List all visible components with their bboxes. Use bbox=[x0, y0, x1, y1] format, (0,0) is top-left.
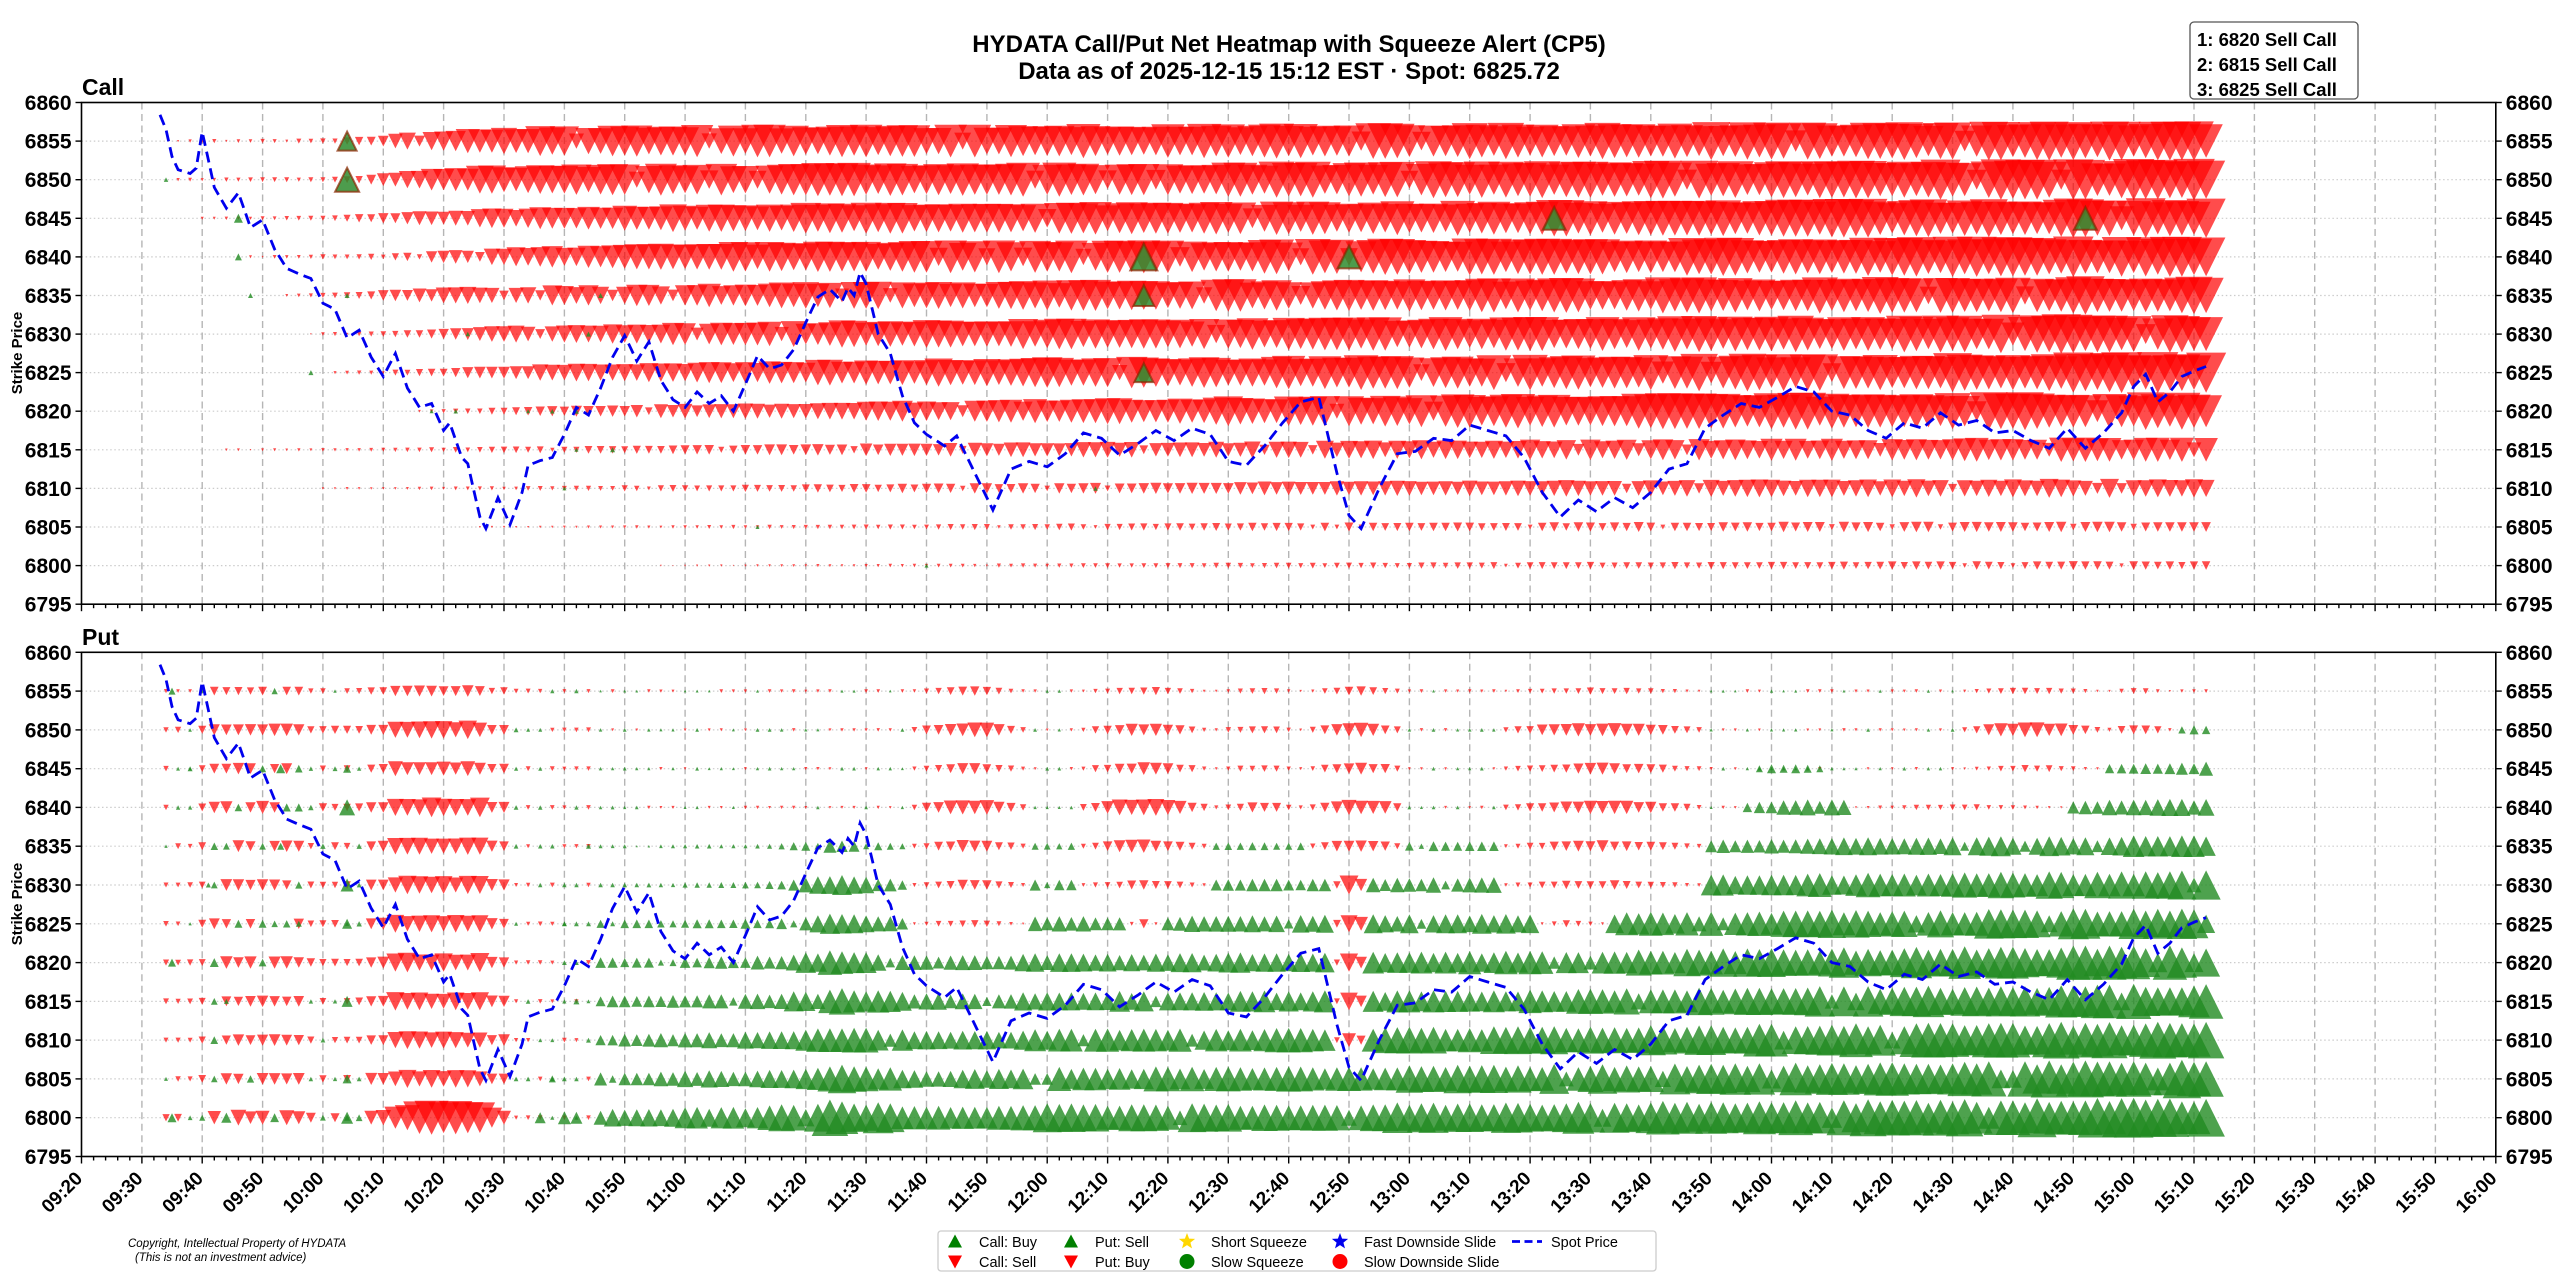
svg-text:6855: 6855 bbox=[25, 681, 72, 704]
svg-text:6835: 6835 bbox=[2506, 285, 2553, 308]
svg-text:6840: 6840 bbox=[2506, 797, 2553, 820]
svg-text:6805: 6805 bbox=[2506, 517, 2553, 540]
svg-text:6810: 6810 bbox=[25, 1030, 72, 1053]
svg-text:Short Squeeze: Short Squeeze bbox=[1211, 1235, 1307, 1251]
svg-text:Put: Sell: Put: Sell bbox=[1095, 1235, 1149, 1251]
svg-text:Slow Downside Slide: Slow Downside Slide bbox=[1364, 1255, 1499, 1271]
svg-text:6825: 6825 bbox=[2506, 362, 2553, 385]
svg-text:6840: 6840 bbox=[25, 797, 72, 820]
svg-text:6845: 6845 bbox=[25, 758, 72, 781]
svg-text:6855: 6855 bbox=[2506, 131, 2553, 154]
svg-text:6855: 6855 bbox=[2506, 681, 2553, 704]
svg-text:6815: 6815 bbox=[25, 991, 72, 1014]
svg-text:Strike Price: Strike Price bbox=[9, 312, 26, 395]
svg-text:6835: 6835 bbox=[2506, 836, 2553, 859]
svg-text:6805: 6805 bbox=[25, 517, 72, 540]
svg-text:6860: 6860 bbox=[2506, 642, 2553, 665]
svg-text:6835: 6835 bbox=[25, 836, 72, 859]
svg-text:6835: 6835 bbox=[25, 285, 72, 308]
svg-text:6815: 6815 bbox=[25, 439, 72, 462]
svg-text:6860: 6860 bbox=[25, 92, 72, 115]
svg-text:(This is not an investment adv: (This is not an investment advice) bbox=[135, 1252, 306, 1264]
svg-text:6810: 6810 bbox=[25, 478, 72, 501]
svg-text:Put: Put bbox=[82, 624, 119, 650]
svg-text:6800: 6800 bbox=[25, 555, 72, 578]
svg-text:6845: 6845 bbox=[2506, 758, 2553, 781]
svg-text:6795: 6795 bbox=[25, 1146, 72, 1169]
svg-text:Data as of 2025-12-15 15:12 ES: Data as of 2025-12-15 15:12 EST · Spot: … bbox=[1018, 58, 1560, 85]
svg-text:Fast Downside Slide: Fast Downside Slide bbox=[1364, 1235, 1496, 1251]
svg-text:6800: 6800 bbox=[2506, 1107, 2553, 1130]
svg-text:6805: 6805 bbox=[2506, 1068, 2553, 1091]
svg-text:6800: 6800 bbox=[2506, 555, 2553, 578]
svg-text:6825: 6825 bbox=[25, 362, 72, 385]
svg-text:6830: 6830 bbox=[2506, 875, 2553, 898]
svg-text:3: 6825 Sell Call: 3: 6825 Sell Call bbox=[2197, 79, 2337, 100]
svg-text:Strike Price: Strike Price bbox=[9, 863, 26, 946]
svg-text:6815: 6815 bbox=[2506, 991, 2553, 1014]
svg-text:6825: 6825 bbox=[25, 913, 72, 936]
svg-text:6795: 6795 bbox=[2506, 1146, 2553, 1169]
svg-text:6810: 6810 bbox=[2506, 1030, 2553, 1053]
svg-text:6840: 6840 bbox=[25, 246, 72, 269]
svg-text:Slow Squeeze: Slow Squeeze bbox=[1211, 1255, 1304, 1271]
svg-text:6820: 6820 bbox=[2506, 401, 2553, 424]
svg-text:Call: Sell: Call: Sell bbox=[979, 1255, 1036, 1271]
svg-text:Spot Price: Spot Price bbox=[1551, 1235, 1618, 1251]
svg-text:6825: 6825 bbox=[2506, 913, 2553, 936]
svg-text:6850: 6850 bbox=[2506, 719, 2553, 742]
svg-text:6800: 6800 bbox=[25, 1107, 72, 1130]
svg-text:6830: 6830 bbox=[25, 875, 72, 898]
svg-text:6830: 6830 bbox=[2506, 324, 2553, 347]
svg-text:Call: Call bbox=[82, 74, 124, 100]
svg-text:6820: 6820 bbox=[2506, 952, 2553, 975]
svg-text:2: 6815 Sell Call: 2: 6815 Sell Call bbox=[2197, 54, 2337, 75]
svg-text:6830: 6830 bbox=[25, 324, 72, 347]
svg-text:6820: 6820 bbox=[25, 952, 72, 975]
svg-text:6795: 6795 bbox=[25, 594, 72, 617]
svg-text:6805: 6805 bbox=[25, 1068, 72, 1091]
svg-text:6815: 6815 bbox=[2506, 439, 2553, 462]
svg-text:6820: 6820 bbox=[25, 401, 72, 424]
svg-text:6850: 6850 bbox=[2506, 169, 2553, 192]
svg-text:6795: 6795 bbox=[2506, 594, 2553, 617]
svg-text:6810: 6810 bbox=[2506, 478, 2553, 501]
svg-text:Copyright, Intellectual Proper: Copyright, Intellectual Property of HYDA… bbox=[128, 1238, 346, 1250]
svg-text:Put: Buy: Put: Buy bbox=[1095, 1255, 1151, 1271]
svg-text:Call: Buy: Call: Buy bbox=[979, 1235, 1038, 1251]
svg-text:1: 6820 Sell Call: 1: 6820 Sell Call bbox=[2197, 29, 2337, 50]
svg-text:6850: 6850 bbox=[25, 169, 72, 192]
svg-text:HYDATA Call/Put Net Heatmap wi: HYDATA Call/Put Net Heatmap with Squeeze… bbox=[972, 31, 1605, 58]
svg-text:6860: 6860 bbox=[2506, 92, 2553, 115]
svg-text:6855: 6855 bbox=[25, 131, 72, 154]
svg-text:6840: 6840 bbox=[2506, 246, 2553, 269]
svg-text:6860: 6860 bbox=[25, 642, 72, 665]
svg-text:6850: 6850 bbox=[25, 719, 72, 742]
svg-text:6845: 6845 bbox=[25, 208, 72, 231]
svg-text:6845: 6845 bbox=[2506, 208, 2553, 231]
